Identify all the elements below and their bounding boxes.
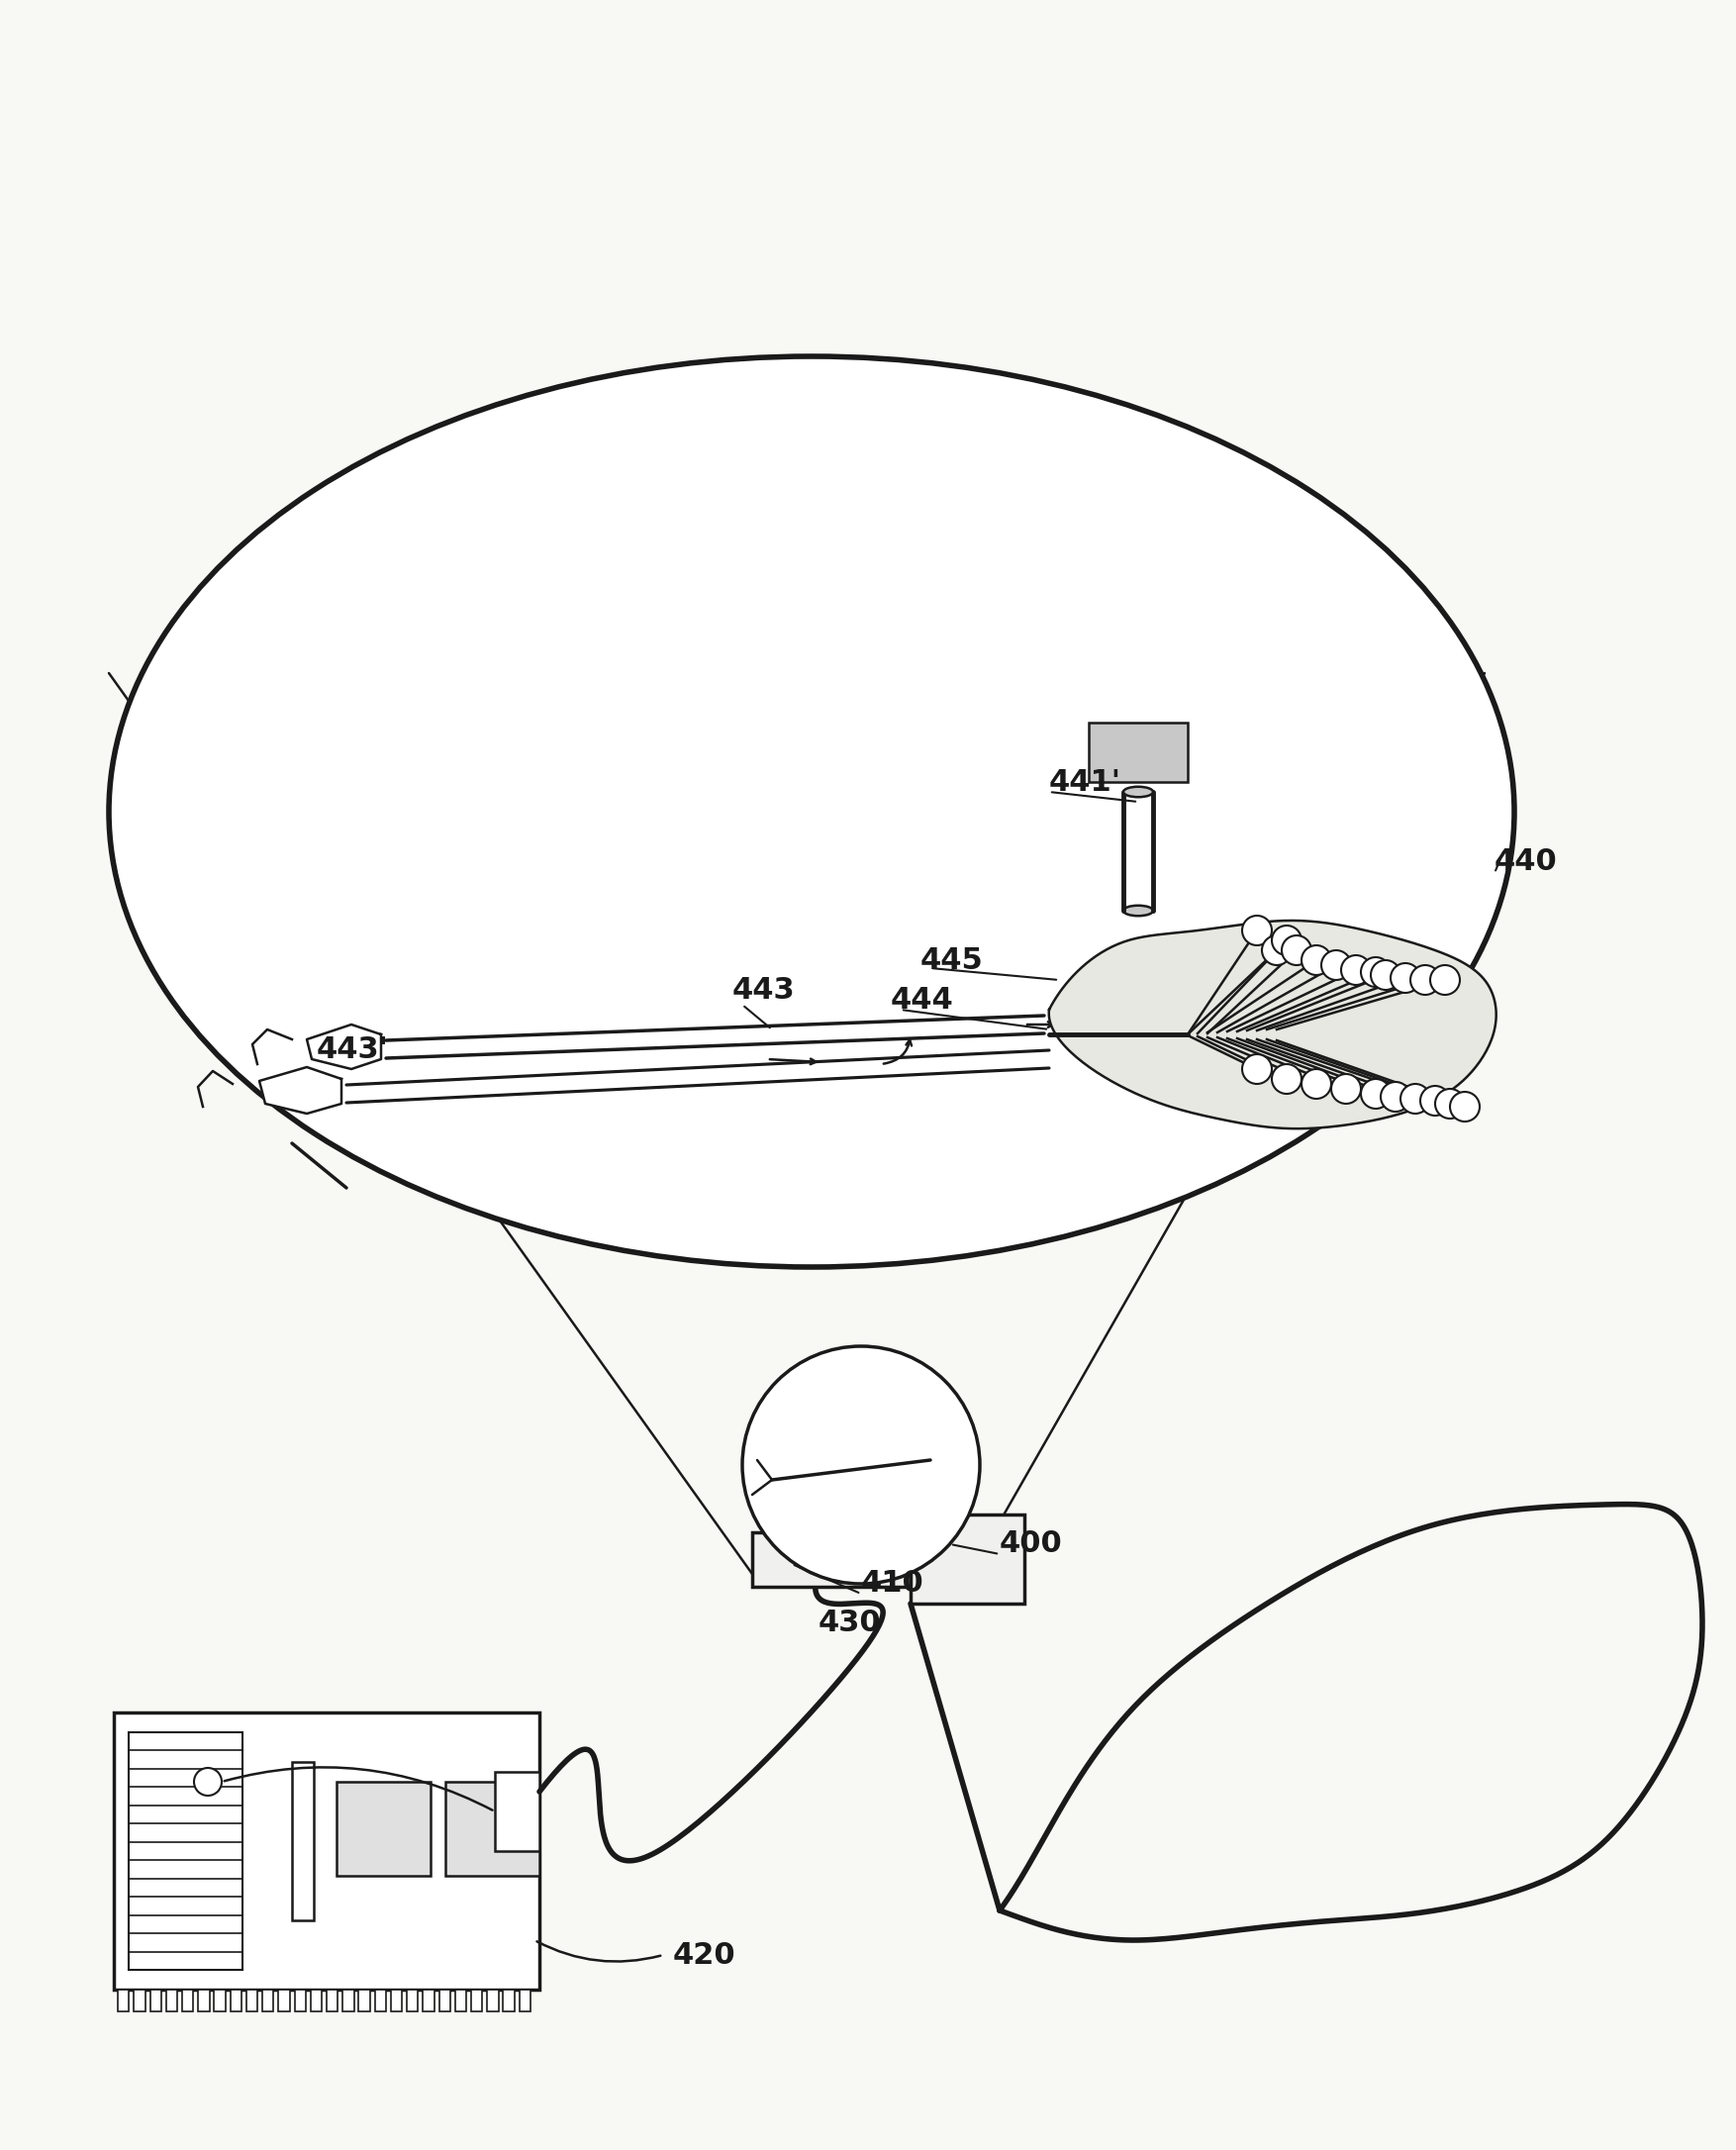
Bar: [439, 1989, 450, 2012]
Bar: [406, 1989, 418, 2012]
Polygon shape: [259, 1066, 342, 1114]
Text: 420: 420: [674, 1941, 736, 1969]
Bar: [262, 1989, 274, 2012]
Bar: [446, 1782, 540, 1875]
Bar: [128, 1733, 243, 1969]
Circle shape: [1332, 1075, 1361, 1103]
Circle shape: [1272, 924, 1302, 955]
Bar: [118, 1989, 128, 2012]
Bar: [182, 1989, 193, 2012]
Text: 443: 443: [733, 976, 795, 1004]
Bar: [503, 1989, 514, 2012]
Bar: [391, 1989, 403, 2012]
Text: 430: 430: [818, 1608, 880, 1638]
Bar: [337, 1782, 431, 1875]
Ellipse shape: [109, 357, 1514, 1266]
Circle shape: [1450, 1092, 1479, 1122]
Bar: [311, 1989, 321, 2012]
Text: 445: 445: [920, 946, 984, 974]
Circle shape: [1302, 1069, 1332, 1099]
Circle shape: [1272, 1064, 1302, 1094]
Circle shape: [1243, 1054, 1272, 1084]
Circle shape: [1391, 963, 1420, 993]
Bar: [359, 1989, 370, 2012]
Circle shape: [1302, 946, 1332, 974]
Circle shape: [1371, 961, 1401, 989]
Bar: [134, 1989, 146, 2012]
Bar: [149, 1989, 161, 2012]
Bar: [752, 1533, 911, 1587]
Bar: [278, 1989, 290, 2012]
Bar: [115, 1714, 540, 1989]
Circle shape: [1361, 957, 1391, 987]
Polygon shape: [1049, 920, 1496, 1129]
Circle shape: [194, 1767, 222, 1795]
Circle shape: [1243, 916, 1272, 946]
Bar: [375, 1989, 385, 2012]
Text: 443': 443': [316, 1034, 389, 1064]
Circle shape: [1380, 1081, 1410, 1112]
Bar: [455, 1989, 467, 2012]
Text: 441': 441': [1049, 768, 1121, 796]
Bar: [326, 1989, 339, 2012]
Bar: [1088, 722, 1187, 783]
Circle shape: [1420, 1086, 1450, 1116]
Circle shape: [1281, 935, 1311, 965]
Circle shape: [1321, 950, 1351, 980]
Polygon shape: [307, 1026, 380, 1069]
Bar: [424, 1989, 434, 2012]
Text: 410: 410: [861, 1570, 924, 1597]
Bar: [470, 1989, 483, 2012]
Circle shape: [1361, 1079, 1391, 1109]
Ellipse shape: [1123, 905, 1153, 916]
Ellipse shape: [1123, 787, 1153, 798]
Circle shape: [1436, 1088, 1465, 1118]
Circle shape: [1410, 965, 1441, 995]
Circle shape: [1401, 1084, 1430, 1114]
Bar: [295, 1989, 306, 2012]
Circle shape: [1262, 935, 1292, 965]
Bar: [519, 1989, 531, 2012]
Bar: [488, 1989, 498, 2012]
Bar: [247, 1989, 257, 2012]
Bar: [292, 1763, 314, 1920]
Bar: [198, 1989, 210, 2012]
Bar: [231, 1989, 241, 2012]
Bar: [911, 1514, 1024, 1604]
Circle shape: [1342, 955, 1371, 985]
Text: 444: 444: [891, 985, 953, 1015]
Circle shape: [1430, 965, 1460, 995]
Bar: [495, 1772, 540, 1851]
Text: 400: 400: [1000, 1531, 1062, 1559]
Bar: [167, 1989, 177, 2012]
Text: 440: 440: [1495, 847, 1557, 875]
Bar: [214, 1989, 226, 2012]
Circle shape: [743, 1346, 979, 1585]
Bar: [342, 1989, 354, 2012]
